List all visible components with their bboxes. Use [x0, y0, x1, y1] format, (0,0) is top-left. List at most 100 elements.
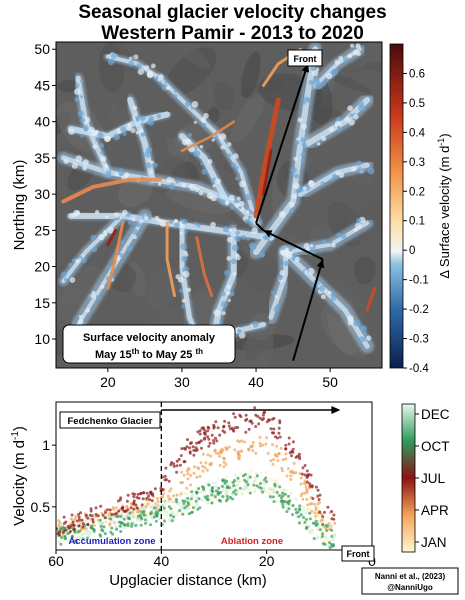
month-colorbar-tick-label: APR: [421, 503, 449, 518]
profile-point-oct: [59, 536, 63, 539]
glacier-texture-dot: [69, 277, 76, 283]
profile-point-oct: [115, 527, 119, 531]
glacier-branch-core: [253, 46, 319, 256]
profile-point-jul: [277, 431, 281, 435]
glacier-texture-dot: [316, 142, 321, 146]
glacier-texture-dot: [219, 321, 223, 325]
glacier-texture-dot: [303, 243, 310, 249]
profile-point-apr: [238, 450, 242, 454]
profile-point-jul: [69, 529, 72, 533]
profile-point-apr: [276, 459, 280, 463]
profile-x-axis-label: Upglacier distance (km): [109, 572, 267, 589]
glacier-texture-dot: [100, 151, 104, 155]
glacier-texture-dot: [349, 113, 353, 117]
profile-point-dec: [113, 520, 116, 524]
profile-point-oct: [76, 530, 80, 534]
profile-point-oct: [103, 532, 107, 536]
profile-point-dec: [262, 482, 266, 485]
glacier-texture-dot: [186, 287, 192, 293]
profile-point-apr: [195, 475, 199, 479]
profile-point-oct: [281, 494, 285, 498]
profile-point-jan: [162, 513, 166, 517]
glacier-texture-dot: [158, 74, 164, 80]
profile-point-jul: [81, 522, 85, 526]
profile-front-box: Front: [341, 545, 375, 562]
profile-point-dec: [81, 532, 84, 536]
profile-point-dec: [162, 509, 166, 513]
profile-point-oct: [321, 522, 325, 526]
glacier-texture-dot: [246, 236, 250, 241]
profile-point-apr: [240, 439, 244, 443]
profile-point-apr: [180, 470, 183, 474]
glacier-texture-dot: [347, 105, 353, 111]
profile-point-jul: [110, 513, 114, 517]
profile-point-dec: [168, 518, 172, 522]
profile-point-apr: [162, 492, 166, 496]
profile-point-dec: [329, 525, 333, 529]
profile-point-dec: [272, 490, 276, 494]
profile-point-dec: [212, 481, 216, 485]
profile-point-apr: [247, 447, 250, 451]
profile-point-jul: [90, 514, 94, 518]
anomaly-streak: [61, 177, 162, 204]
profile-point-dec: [271, 487, 275, 491]
profile-point-dec: [57, 540, 61, 544]
profile-point-oct: [195, 490, 199, 494]
profile-point-apr: [57, 519, 61, 523]
anomaly-colorbar-tick-label: 0.4: [409, 127, 426, 139]
profile-point-apr: [204, 461, 208, 465]
profile-point-apr: [327, 522, 331, 525]
glacier-texture-dot: [226, 284, 231, 290]
glacier-texture-dot: [323, 77, 329, 83]
glacier-texture-dot: [319, 285, 326, 292]
glacier-texture-dot: [245, 210, 250, 214]
profile-point-oct: [241, 474, 245, 478]
profile-point-jul: [77, 518, 81, 522]
profile-point-jul: [326, 505, 330, 509]
glacier-texture-dot: [179, 231, 183, 235]
profile-point-oct: [223, 481, 227, 485]
glacier-texture-dot: [320, 294, 326, 300]
profile-point-apr: [291, 471, 295, 474]
profile-point-jul: [287, 442, 291, 446]
profile-point-oct: [283, 492, 287, 496]
profile-point-oct: [186, 496, 190, 500]
profile-point-apr: [237, 457, 241, 461]
glacier-texture-dot: [92, 130, 99, 136]
profile-point-apr: [271, 443, 275, 447]
profile-point-oct: [149, 510, 153, 514]
glacier-texture-dot: [211, 138, 215, 142]
profile-point-dec: [140, 507, 144, 511]
glacier-texture-dot: [335, 171, 340, 176]
glacier-texture-dot: [154, 215, 160, 221]
profile-point-apr: [166, 494, 170, 498]
profile-point-dec: [190, 494, 194, 497]
glacier-texture-dot: [294, 256, 300, 262]
profile-point-oct: [226, 485, 229, 489]
profile-y-label-text: Velocity (m d: [11, 440, 28, 526]
profile-point-jul: [248, 419, 252, 423]
profile-point-jul: [305, 480, 309, 484]
profile-point-jul: [258, 416, 262, 420]
glacier-texture-dot: [98, 233, 105, 241]
profile-point-jul: [269, 427, 273, 431]
profile-point-jul: [195, 441, 199, 445]
glacier-texture-dot: [222, 225, 230, 233]
profile-point-oct: [304, 518, 308, 521]
profile-point-oct: [75, 541, 79, 544]
glacier-texture-dot: [94, 209, 100, 215]
profile-point-apr: [179, 481, 183, 485]
glacier-texture-dot: [71, 162, 78, 169]
flowline-segment: [292, 259, 324, 362]
glacier-texture-dot: [330, 296, 337, 302]
profile-point-dec: [199, 490, 203, 494]
profile-point-oct: [155, 513, 159, 517]
glacier-texture-dot: [138, 128, 144, 134]
profile-point-dec: [157, 503, 161, 507]
glacier-texture-dot: [330, 291, 337, 298]
profile-point-jul: [142, 491, 145, 495]
map-x-tick-label: 40: [248, 374, 264, 390]
profile-point-apr: [313, 511, 317, 515]
profile-point-jul: [218, 433, 222, 437]
glacier-texture-dot: [234, 203, 239, 208]
